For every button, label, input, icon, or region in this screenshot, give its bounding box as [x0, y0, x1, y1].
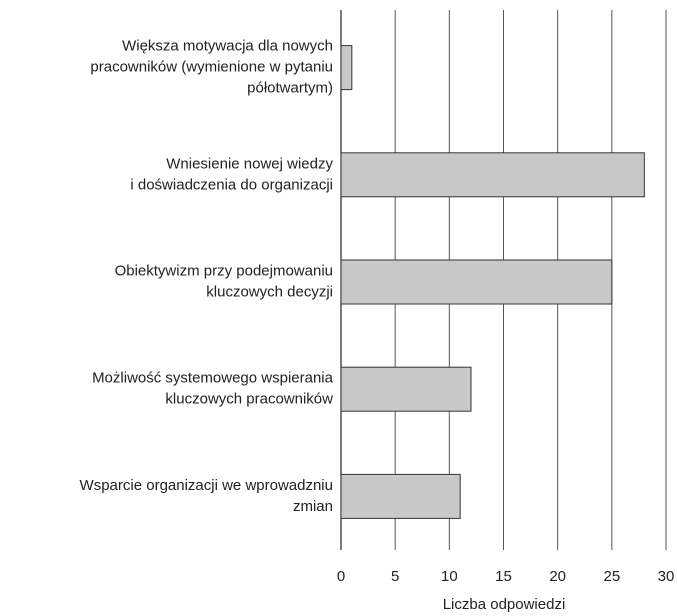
x-tick-label: 15 — [495, 568, 512, 585]
x-tick-label: 10 — [441, 568, 458, 585]
bar — [340, 45, 353, 91]
bar — [340, 473, 461, 519]
y-tick-label: Większa motywacja dla nowych pracowników … — [90, 38, 333, 97]
bar — [340, 366, 472, 412]
y-tick-label: Możliwość systemowego wspierania kluczowy… — [92, 370, 334, 408]
x-tick-label: 5 — [391, 568, 399, 585]
x-tick-label: 30 — [658, 568, 675, 585]
x-tick-label: 20 — [549, 568, 566, 585]
x-tick-label: 25 — [603, 568, 620, 585]
x-tick-label: 0 — [337, 568, 345, 585]
y-tick-label: Wsparcie organizacji we wprowadzniu zmian — [80, 477, 333, 515]
bar — [340, 152, 645, 198]
x-axis-label: Liczba odpowiedzi — [443, 596, 566, 613]
bar — [340, 259, 613, 305]
y-tick-label: Obiektywizm przy podejmowaniu kluczowych … — [115, 262, 333, 300]
y-tick-label: Wniesienie nowej wiedzy i doświadczenia d… — [130, 155, 333, 193]
